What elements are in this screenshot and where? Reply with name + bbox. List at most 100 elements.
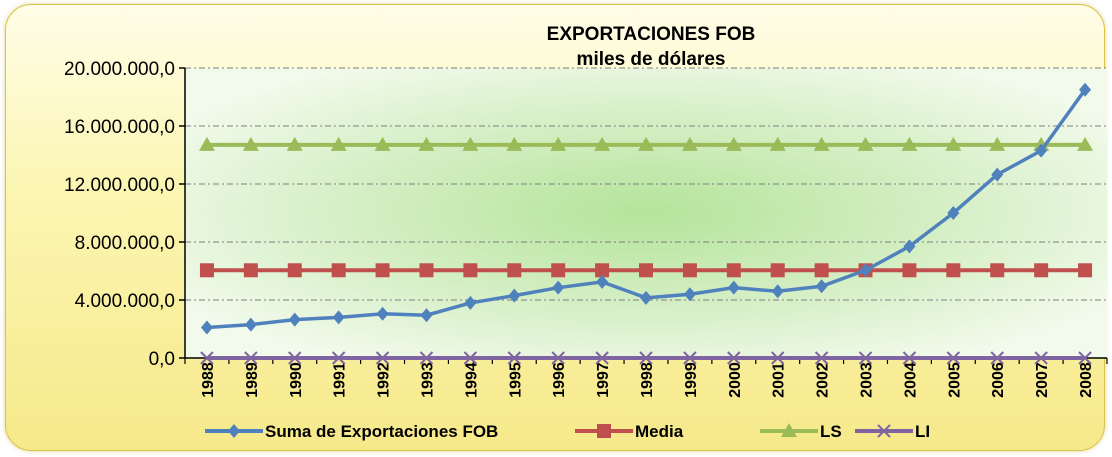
y-axis-labels: 0,0 4.000.000,0 8.000.000,0 12.000.000,0 16.… <box>64 59 175 370</box>
y-tick-label: 20.000.000,0 <box>64 59 175 80</box>
data-point <box>1035 143 1048 158</box>
data-point <box>331 263 346 278</box>
data-point <box>330 136 347 151</box>
data-point <box>813 136 830 151</box>
data-point <box>727 280 740 295</box>
data-point <box>331 351 346 365</box>
data-point <box>947 206 960 220</box>
x-axis-labels: 1988 1989 1990 1991 1992 1993 1994 1995 1996 1997… <box>200 362 1095 398</box>
data-point <box>990 263 1005 278</box>
data-point <box>857 136 874 151</box>
data-point <box>419 263 434 278</box>
data-point <box>1077 136 1094 151</box>
data-point <box>463 351 478 365</box>
data-point <box>640 290 652 305</box>
data-point <box>903 239 916 254</box>
data-point <box>552 280 565 295</box>
data-point <box>244 317 257 332</box>
data-point <box>200 320 213 335</box>
data-point <box>287 263 302 278</box>
data-point <box>198 136 215 151</box>
x-tick-label: 2005 <box>946 362 963 398</box>
data-point <box>946 351 961 365</box>
data-point <box>770 263 785 278</box>
x-tick-label: 1994 <box>463 362 480 398</box>
data-point <box>771 351 785 365</box>
x-tick-label: 1997 <box>595 362 612 398</box>
x-tick-label: 1990 <box>288 362 305 398</box>
data-point <box>551 263 566 278</box>
legend-label: Media <box>635 422 684 441</box>
data-point <box>242 136 259 151</box>
data-point <box>463 263 478 278</box>
chart-subtitle: miles de dólares <box>577 49 726 70</box>
y-tick-label: 8.000.000,0 <box>75 233 175 254</box>
legend-marker <box>228 424 240 438</box>
x-tick-label: 2006 <box>990 362 1007 398</box>
x-tick-label: 1996 <box>551 362 568 398</box>
data-point <box>814 263 829 278</box>
data-point <box>419 351 434 365</box>
x-tick-label: 2002 <box>815 362 832 398</box>
data-point <box>639 263 653 278</box>
data-point <box>550 136 567 151</box>
data-point <box>507 263 522 278</box>
x-tick-label: 1999 <box>683 362 700 398</box>
data-point <box>596 274 609 289</box>
data-point <box>725 136 742 151</box>
data-point <box>683 287 696 302</box>
data-point <box>639 351 653 365</box>
data-point <box>946 263 961 278</box>
data-point <box>1034 351 1048 365</box>
y-tick-label: 12.000.000,0 <box>64 175 175 196</box>
y-tick-label: 16.000.000,0 <box>64 117 175 138</box>
data-point <box>418 136 435 151</box>
legend: Suma de Exportaciones FOB Media LS LI <box>205 422 930 441</box>
data-point <box>594 136 611 151</box>
data-point <box>683 351 697 365</box>
data-point <box>286 136 303 151</box>
data-point <box>288 351 302 365</box>
x-tick-label: 2008 <box>1078 362 1095 398</box>
legend-marker <box>781 423 797 437</box>
data-point <box>1078 263 1093 278</box>
data-point <box>551 351 565 365</box>
legend-marker <box>877 424 891 438</box>
data-point <box>1078 351 1092 365</box>
data-point <box>989 136 1006 151</box>
data-point <box>1079 82 1092 97</box>
data-point <box>815 279 828 294</box>
data-point <box>990 351 1004 365</box>
series-group <box>198 82 1094 365</box>
x-tick-label: 2004 <box>902 362 919 398</box>
x-tick-label: 1993 <box>419 362 436 398</box>
x-tick-label: 2000 <box>727 362 744 398</box>
data-point <box>508 288 521 303</box>
data-point <box>727 351 741 365</box>
plot-area <box>185 68 1107 358</box>
data-point <box>638 136 654 151</box>
legend-label: LS <box>820 422 842 441</box>
legend-label: LI <box>915 422 930 441</box>
x-tick-label: 1991 <box>332 362 349 398</box>
x-tick-label: 2003 <box>859 362 876 398</box>
data-point <box>200 351 214 365</box>
data-point <box>769 136 786 151</box>
x-tick-label: 1995 <box>507 362 524 398</box>
data-point <box>506 136 523 151</box>
data-point <box>682 263 697 278</box>
data-point <box>376 306 389 321</box>
data-point <box>1034 263 1049 278</box>
data-point <box>814 351 829 365</box>
x-tick-label: 1992 <box>376 362 393 398</box>
x-tick-label: 1988 <box>200 362 217 398</box>
x-tick-label: 2007 <box>1034 362 1051 398</box>
data-point <box>199 263 214 278</box>
x-tick-label: 2001 <box>771 362 788 398</box>
data-point <box>243 263 258 278</box>
x-tick-label: 1998 <box>639 362 656 398</box>
data-point <box>507 351 521 365</box>
data-point <box>902 351 917 365</box>
data-point <box>374 136 391 151</box>
